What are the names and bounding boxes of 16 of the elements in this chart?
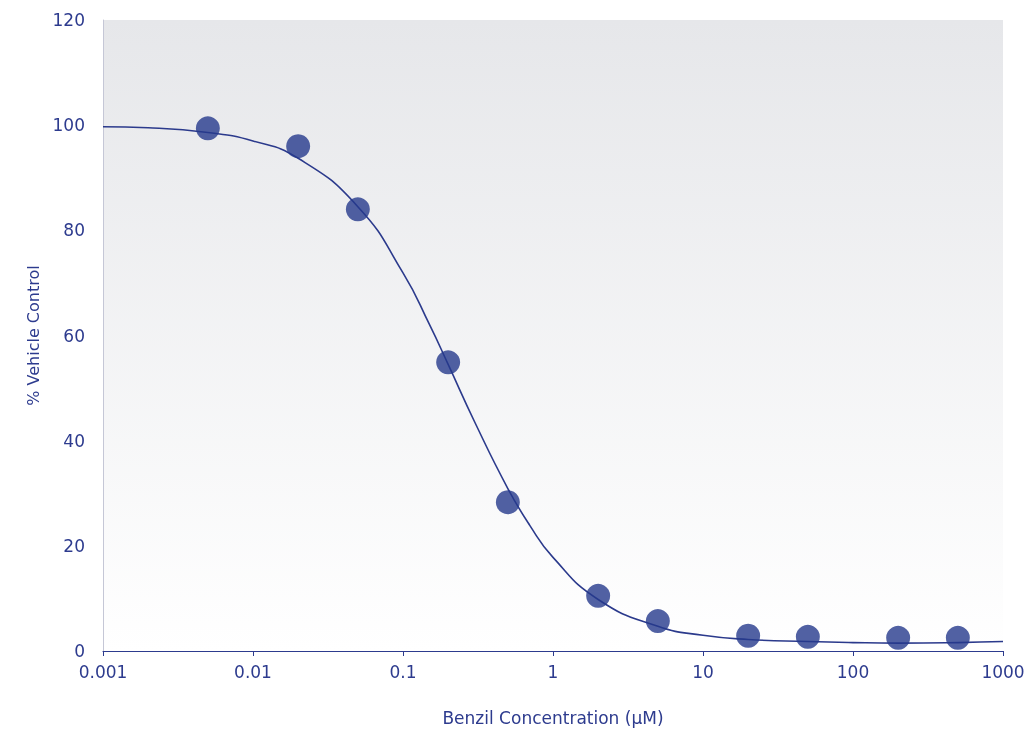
x-axis-title: Benzil Concentration (µM) [442,707,664,728]
y-tick-label: 0 [74,641,85,661]
x-tick-label: 100 [836,661,870,682]
x-tick-label: 0.01 [234,661,272,682]
y-tick-label: 100 [52,115,85,136]
y-tick-label: 40 [63,430,85,451]
y-tick-label: 80 [63,220,85,241]
y-tick-label: 20 [63,535,85,556]
x-tick-label: 1000 [981,661,1025,682]
y-tick-label: 60 [63,325,85,346]
x-tick-label: 0.001 [78,661,128,682]
x-tick-label: 1 [547,661,559,682]
x-tick-label: 10 [692,661,714,682]
y-axis-title: % Vehicle Control [24,265,44,406]
x-tick-label: 0.1 [389,661,417,682]
y-tick-label: 120 [52,10,85,30]
